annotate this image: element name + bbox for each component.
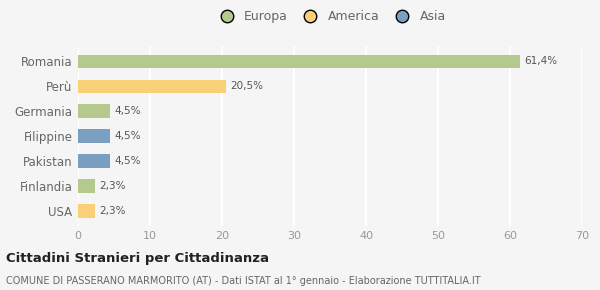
Legend: Europa, America, Asia: Europa, America, Asia — [212, 8, 448, 26]
Bar — [78, 79, 226, 93]
Text: 20,5%: 20,5% — [230, 81, 263, 91]
Text: 61,4%: 61,4% — [524, 57, 557, 66]
Text: 4,5%: 4,5% — [115, 131, 141, 141]
Text: COMUNE DI PASSERANO MARMORITO (AT) - Dati ISTAT al 1° gennaio - Elaborazione TUT: COMUNE DI PASSERANO MARMORITO (AT) - Dat… — [6, 276, 481, 285]
Bar — [78, 154, 110, 168]
Bar — [78, 104, 110, 118]
Bar — [78, 204, 95, 218]
Bar — [78, 179, 95, 193]
Text: 4,5%: 4,5% — [115, 156, 141, 166]
Text: Cittadini Stranieri per Cittadinanza: Cittadini Stranieri per Cittadinanza — [6, 252, 269, 265]
Bar — [78, 129, 110, 143]
Bar — [78, 55, 520, 68]
Text: 4,5%: 4,5% — [115, 106, 141, 116]
Text: 2,3%: 2,3% — [99, 181, 125, 191]
Text: 2,3%: 2,3% — [99, 206, 125, 216]
